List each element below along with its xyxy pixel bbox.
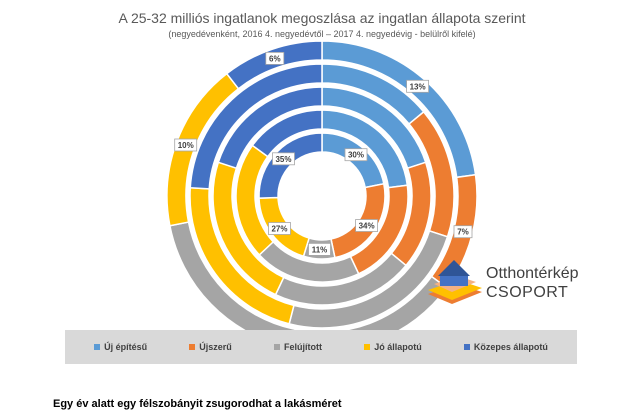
- data-label-text: 10%: [178, 141, 194, 150]
- data-label-text: 27%: [271, 225, 287, 234]
- doughnut-segment: [217, 86, 323, 170]
- data-label: 34%: [355, 219, 379, 232]
- chart-title: A 25-32 milliós ingatlanok megoszlása az…: [118, 10, 526, 26]
- legend-label: Újszerű: [199, 342, 232, 352]
- doughnut-segment: [225, 40, 323, 90]
- data-label: 10%: [174, 138, 198, 152]
- legend-label: Új építésű: [104, 342, 148, 352]
- legend-label: Jó állapotú: [374, 342, 422, 352]
- logo: Otthontérkép CSOPORT: [424, 246, 594, 324]
- logo-word-2: térkép: [534, 265, 579, 282]
- legend-label: Felújított: [284, 342, 322, 352]
- data-label-text: 6%: [269, 54, 281, 63]
- data-label-text: 34%: [359, 222, 375, 231]
- doughnut-segment: [258, 132, 323, 199]
- legend-item: Jó állapotú: [364, 342, 422, 352]
- legend-swatch: [94, 344, 101, 350]
- data-label: 35%: [272, 152, 295, 166]
- doughnut-segment: [251, 109, 323, 158]
- data-label: 7%: [453, 225, 473, 239]
- logo-word-1: Otthon: [486, 265, 535, 282]
- legend-item: Felújított: [274, 342, 322, 352]
- data-label-text: 11%: [312, 245, 328, 254]
- chart-subtitle: (negyedévenként, 2016 4. negyedévtől – 2…: [168, 29, 476, 39]
- legend-item: Újszerű: [189, 342, 232, 352]
- data-label-text: 7%: [457, 228, 469, 237]
- legend-item: Közepes állapotú: [463, 342, 548, 352]
- data-label-text: 30%: [348, 151, 364, 160]
- chart-legend: Új építésű Újszerű Felújított Jó állapot…: [65, 330, 577, 364]
- legend-label: Közepes állapotú: [473, 342, 548, 352]
- data-label: 6%: [265, 52, 285, 65]
- article-heading: Egy év alatt egy félszobányit zsugorodha…: [53, 398, 342, 410]
- legend-swatch: [364, 344, 371, 350]
- logo-word-3: CSOPORT: [486, 284, 569, 301]
- data-label: 11%: [308, 242, 331, 256]
- legend-swatch: [274, 344, 280, 350]
- legend-swatch: [463, 344, 470, 350]
- data-label: 30%: [344, 148, 368, 162]
- doughnut-chart: 30%34%11%27%35%13%7%21%10%6%: [166, 40, 478, 330]
- legend-swatch: [189, 344, 196, 350]
- legend-item: Új építésű: [94, 342, 147, 352]
- data-label-text: 35%: [275, 155, 291, 164]
- house-logo-icon: [428, 260, 482, 304]
- data-label: 13%: [406, 79, 430, 93]
- data-label: 27%: [268, 222, 291, 235]
- doughnut-segment: [189, 63, 323, 190]
- data-label-text: 13%: [410, 82, 426, 91]
